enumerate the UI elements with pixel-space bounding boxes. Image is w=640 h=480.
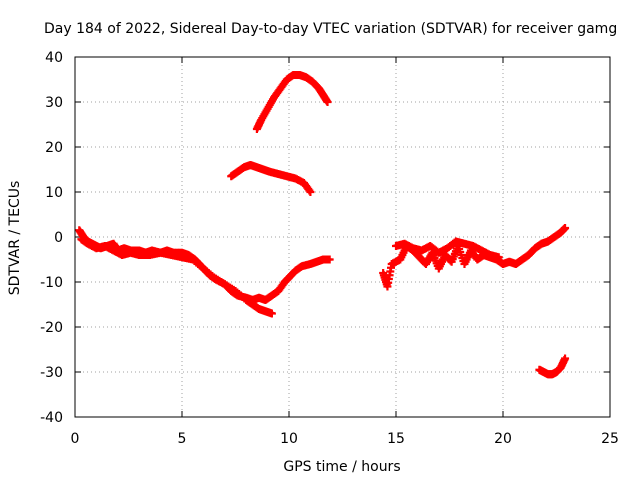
data-point [561, 224, 570, 232]
y-axis-ticks: -40 -30 -20 -10 0 10 20 30 40 [40, 50, 610, 426]
series-arc-upper-high [252, 71, 332, 133]
y-tick-label: 20 [45, 140, 63, 156]
y-tick-label: -10 [40, 275, 63, 291]
x-axis-label: GPS time / hours [283, 459, 400, 475]
data-point [306, 188, 315, 196]
y-axis-label: SDTVAR / TECUs [7, 181, 23, 296]
series-arc-upper-mid [227, 161, 315, 196]
series-arc-lower-branch [77, 235, 276, 318]
data-points [75, 71, 570, 379]
plot-frame [74, 56, 611, 418]
x-axis-ticks: 0 5 10 15 20 25 [71, 57, 619, 447]
y-tick-label: -20 [40, 320, 63, 336]
data-point [494, 253, 503, 262]
x-tick-label: 5 [178, 431, 187, 447]
x-tick-label: 0 [71, 431, 80, 447]
y-tick-label: 40 [45, 50, 63, 66]
series-arc-afternoon [379, 224, 570, 291]
series-arc-afternoon-upper-band [392, 237, 503, 262]
y-tick-label: -30 [40, 365, 63, 381]
y-tick-label: 0 [54, 230, 63, 246]
data-point [267, 309, 276, 318]
chart-title: Day 184 of 2022, Sidereal Day-to-day VTE… [44, 21, 617, 37]
y-tick-label: -40 [40, 410, 63, 426]
y-tick-label: 10 [45, 185, 63, 201]
data-point [325, 255, 334, 264]
x-tick-label: 10 [280, 431, 298, 447]
x-tick-label: 25 [601, 431, 619, 447]
x-tick-label: 15 [387, 431, 405, 447]
y-tick-label: 30 [45, 95, 63, 111]
grid [75, 57, 610, 417]
data-point [323, 98, 332, 106]
series-arc-late-low [535, 354, 570, 379]
x-tick-label: 20 [494, 431, 512, 447]
data-point [561, 354, 570, 363]
